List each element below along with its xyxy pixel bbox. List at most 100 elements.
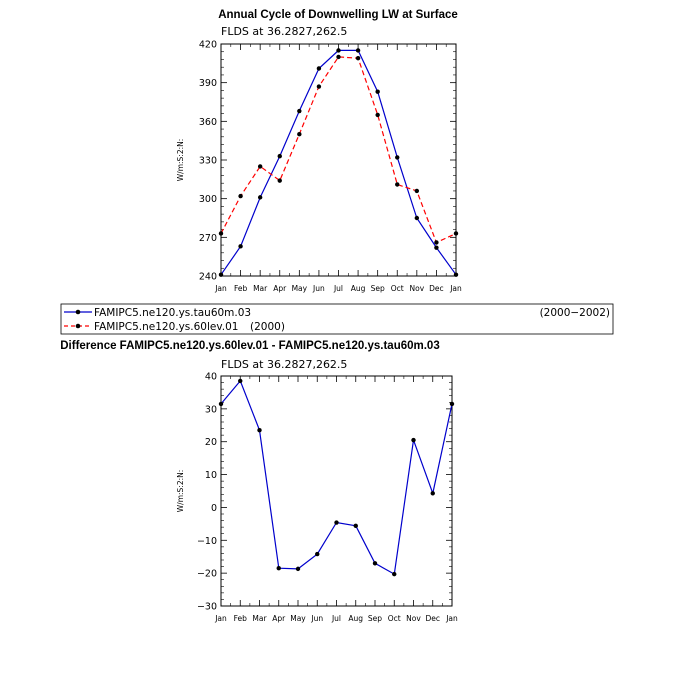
y-tick-label: 30 [205, 404, 217, 415]
y-tick-label: 20 [205, 437, 217, 448]
x-tick-label: Jan [214, 284, 227, 293]
x-tick-label: Jan [214, 614, 227, 623]
data-point [297, 108, 302, 114]
legend: FAMIPC5.ne120.ys.tau60m.03 (2000−2002) F… [60, 303, 614, 335]
data-point [218, 401, 224, 407]
x-tick-label: May [292, 284, 308, 293]
y-tick-label: 0 [211, 503, 217, 514]
data-point [257, 164, 263, 169]
chart2-plot: Jan Feb Mar Apr May Jun Jul Aug Sep Oct Nov Dec Jan−… [176, 372, 458, 624]
y-tick-label: 330 [199, 156, 217, 167]
data-point [276, 566, 281, 571]
data-point [411, 437, 416, 443]
y-tick-label: 240 [199, 272, 217, 283]
data-point [334, 520, 339, 525]
x-tick-label: Jan [445, 614, 458, 623]
x-tick-label: Dec [429, 284, 444, 293]
y-tick-label: −30 [197, 602, 217, 613]
legend-box [60, 303, 614, 335]
x-tick-label: Sep [368, 614, 382, 623]
data-point [297, 132, 302, 137]
y-tick-label: 10 [205, 470, 217, 481]
chart1-plot: Jan Feb Mar Apr May Jun Jul Aug Sep Oct Nov Dec Jan2… [176, 40, 462, 294]
chart1-title: Annual Cycle of Downwelling LW at Surfac… [218, 9, 458, 21]
y-axis-label: W/m:S:2:N: [176, 470, 185, 513]
data-point [336, 54, 341, 60]
data-point [430, 491, 435, 496]
legend-label-series2: FAMIPC5.ne120.ys.60lev.01 [94, 321, 238, 333]
data-point [238, 378, 243, 384]
series-line-1 [220, 379, 453, 576]
y-tick-label: 270 [199, 233, 217, 244]
x-tick-label: Mar [252, 614, 267, 623]
x-tick-label: May [290, 614, 306, 623]
x-tick-label: Oct [388, 614, 401, 623]
data-point [449, 401, 455, 407]
plot-frame [220, 43, 457, 277]
x-tick-label: Apr [272, 614, 286, 623]
y-tick-label: 390 [199, 78, 217, 89]
x-tick-label: Jan [449, 284, 462, 293]
x-tick-label: Feb [234, 284, 248, 293]
data-point [355, 55, 361, 61]
x-tick-label: Feb [234, 614, 248, 623]
data-point [375, 89, 380, 94]
x-tick-label: Mar [253, 284, 268, 293]
data-point [257, 428, 262, 433]
x-tick-label: Nov [406, 614, 421, 623]
y-tick-label: 40 [205, 372, 217, 383]
chart2-title: Difference FAMIPC5.ne120.ys.60lev.01 - F… [60, 340, 439, 352]
x-tick-label: Dec [425, 614, 440, 623]
y-tick-label: −20 [197, 569, 217, 580]
x-tick-label: Jul [333, 284, 343, 293]
x-tick-label: Oct [391, 284, 404, 293]
series-line-1 [220, 49, 457, 276]
chart1-subtitle: FLDS at 36.2827,262.5 [221, 25, 347, 38]
y-tick-label: 360 [199, 117, 217, 128]
data-point [257, 195, 263, 200]
data-point [218, 231, 224, 236]
x-tick-label: Nov [410, 284, 425, 293]
y-axis-label: W/m:S:2:N: [176, 139, 185, 182]
x-tick-label: Aug [351, 284, 366, 293]
data-point [353, 523, 358, 529]
legend-period-series2: (2000) [250, 321, 285, 333]
y-tick-label: −10 [197, 536, 217, 547]
data-point [453, 231, 459, 236]
data-point [414, 188, 420, 194]
data-point [434, 240, 439, 245]
data-point [395, 182, 400, 187]
x-tick-label: Aug [348, 614, 363, 623]
x-tick-label: Apr [273, 284, 287, 293]
legend-marker-series2 [75, 323, 81, 329]
data-point [434, 245, 439, 250]
data-point [453, 272, 459, 277]
data-point [277, 178, 282, 183]
data-point [316, 66, 322, 71]
y-tick-label: 420 [199, 40, 217, 51]
x-tick-label: Jun [312, 284, 325, 293]
plot-frame [220, 375, 453, 607]
x-tick-label: Jun [310, 614, 323, 623]
data-point [395, 155, 400, 160]
data-point [277, 153, 282, 159]
data-point [295, 566, 301, 572]
chart2-subtitle: FLDS at 36.2827,262.5 [221, 358, 347, 371]
data-point [414, 215, 420, 221]
data-point [316, 84, 322, 89]
legend-period-series1: (2000−2002) [540, 307, 610, 319]
data-point [355, 48, 361, 53]
legend-marker-series1 [75, 309, 81, 315]
x-tick-label: Jul [331, 614, 341, 623]
data-point [315, 551, 320, 557]
y-tick-label: 300 [199, 194, 217, 205]
data-point [375, 112, 380, 118]
data-point [336, 48, 341, 53]
data-point [238, 193, 243, 199]
series-line-2 [220, 56, 457, 244]
data-point [392, 571, 397, 577]
data-point [238, 244, 243, 249]
data-point [218, 272, 224, 277]
x-tick-label: Sep [371, 284, 385, 293]
